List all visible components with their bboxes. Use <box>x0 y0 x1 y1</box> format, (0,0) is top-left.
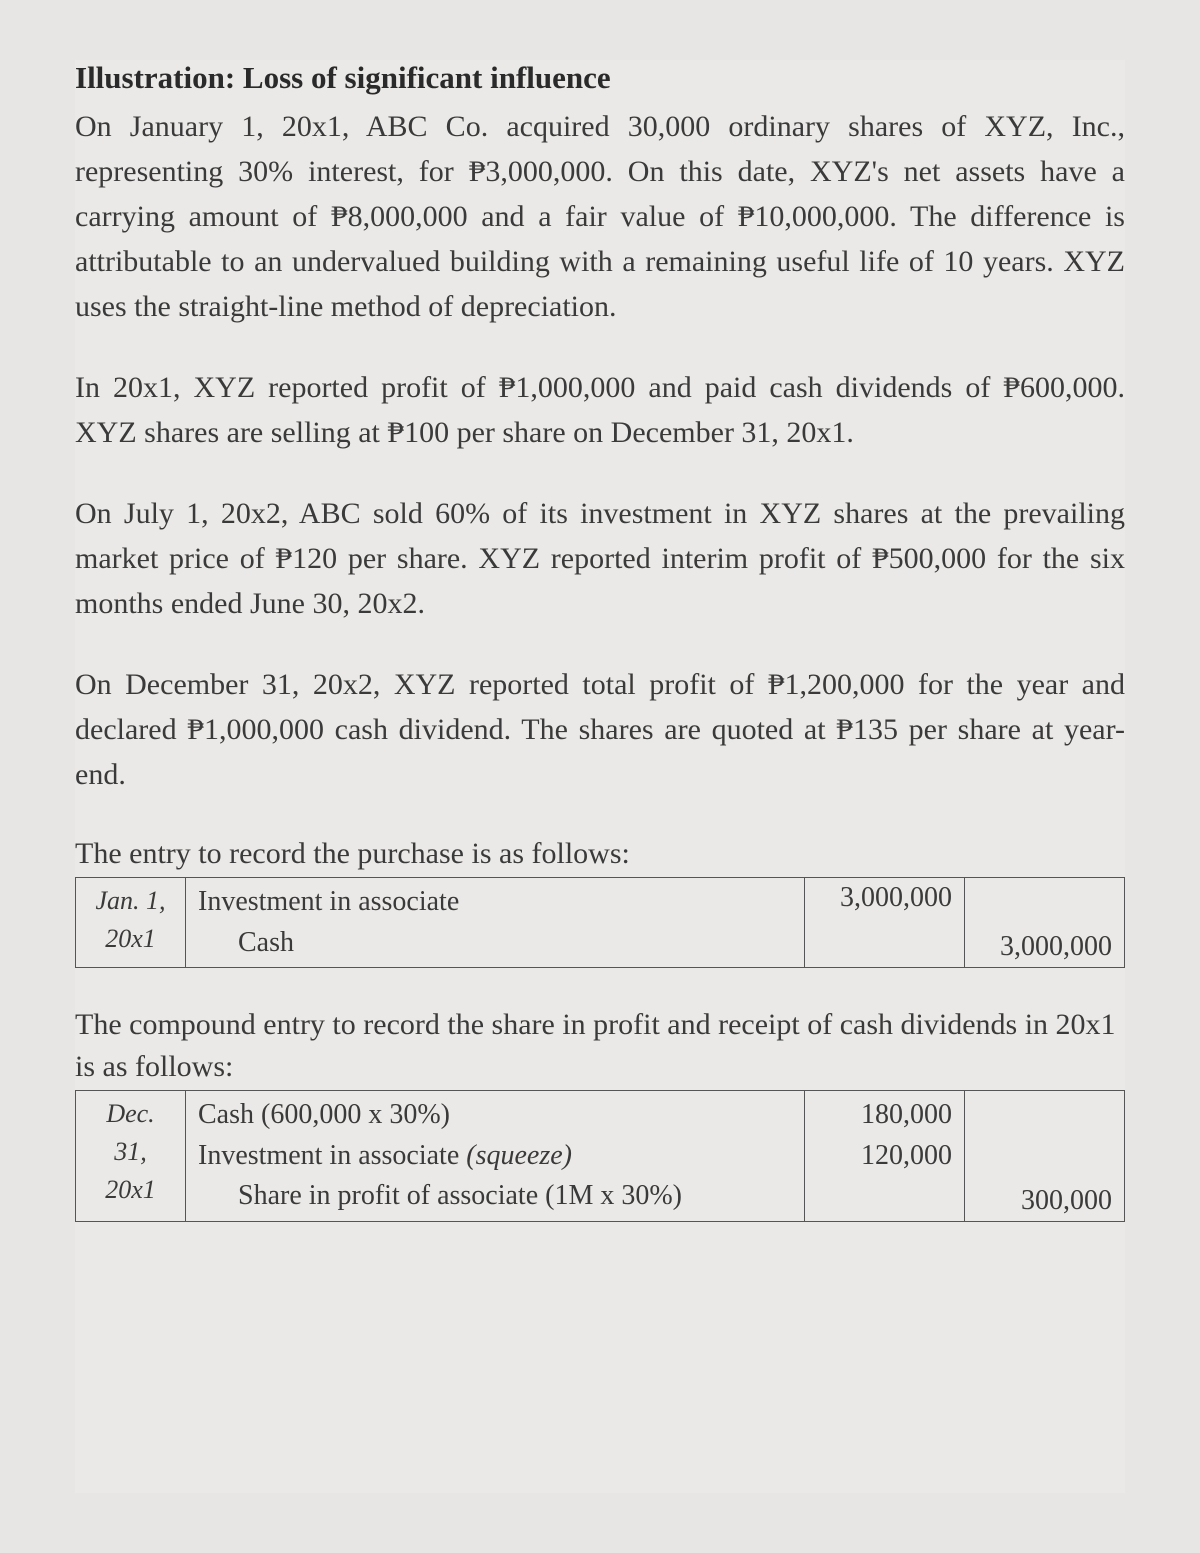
entry1-desc1: Investment in associate <box>198 882 792 923</box>
entry2-desc2: Investment in associate (squeeze) <box>198 1136 792 1177</box>
entry2-credit-cell: 300,000 <box>965 1091 1125 1222</box>
entry2-debit2: 120,000 <box>817 1136 952 1177</box>
entry1-desc2: Cash <box>198 923 792 964</box>
entry2-date-line2: 31, <box>88 1133 173 1171</box>
paragraph-2: In 20x1, XYZ reported profit of ₱1,000,0… <box>75 365 1125 455</box>
entry2-desc3: Share in profit of associate (1M x 30%) <box>198 1176 792 1217</box>
entry1-date-cell: Jan. 1, 20x1 <box>76 878 186 968</box>
entry1-date-line2: 20x1 <box>88 920 173 958</box>
entry2-desc2-note: (squeeze) <box>466 1140 572 1171</box>
document-page: Illustration: Loss of significant influe… <box>75 60 1125 1493</box>
entry2-desc3-prefix: Share in profit of associate <box>238 1180 545 1211</box>
table-row: Jan. 1, 20x1 Investment in associate Cas… <box>76 878 1125 968</box>
entry1-intro: The entry to record the purchase is as f… <box>75 833 1125 875</box>
entry2-desc1-calc: (600,000 x 30%) <box>261 1099 450 1130</box>
journal-entry-2-table: Dec. 31, 20x1 Cash (600,000 x 30%) Inves… <box>75 1090 1125 1222</box>
paragraph-4: On December 31, 20x2, XYZ reported total… <box>75 662 1125 797</box>
entry1-desc-cell: Investment in associate Cash <box>186 878 805 968</box>
paragraph-1: On January 1, 20x1, ABC Co. acquired 30,… <box>75 104 1125 329</box>
journal-entry-1-table: Jan. 1, 20x1 Investment in associate Cas… <box>75 877 1125 968</box>
table-row: Dec. 31, 20x1 Cash (600,000 x 30%) Inves… <box>76 1091 1125 1222</box>
entry2-desc2-prefix: Investment in associate <box>198 1140 466 1171</box>
entry2-date-line1: Dec. <box>88 1095 173 1133</box>
entry1-credit-cell: 3,000,000 <box>965 878 1125 968</box>
entry2-date-cell: Dec. 31, 20x1 <box>76 1091 186 1222</box>
entry2-desc-cell: Cash (600,000 x 30%) Investment in assoc… <box>186 1091 805 1222</box>
entry1-debit-cell: 3,000,000 <box>805 878 965 968</box>
entry2-desc1: Cash (600,000 x 30%) <box>198 1095 792 1136</box>
entry2-desc3-calc: (1M x 30%) <box>545 1180 682 1211</box>
entry2-intro: The compound entry to record the share i… <box>75 1004 1125 1088</box>
entry2-date-line3: 20x1 <box>88 1171 173 1209</box>
entry2-debit1: 180,000 <box>817 1095 952 1136</box>
illustration-title: Illustration: Loss of significant influe… <box>75 60 1125 96</box>
entry2-debit-cell: 180,000 120,000 <box>805 1091 965 1222</box>
entry2-desc1-prefix: Cash <box>198 1099 261 1130</box>
paragraph-3: On July 1, 20x2, ABC sold 60% of its inv… <box>75 491 1125 626</box>
entry1-date-line1: Jan. 1, <box>88 882 173 920</box>
